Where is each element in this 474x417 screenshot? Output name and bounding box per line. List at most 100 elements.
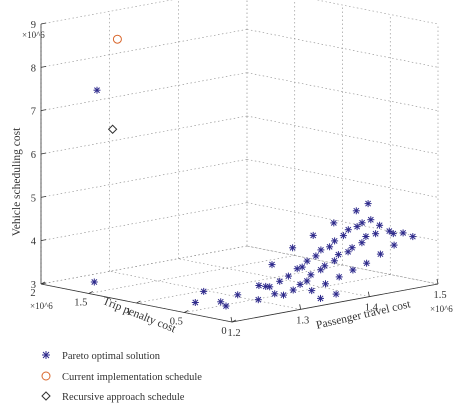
grid-line: [40, 115, 248, 155]
pareto-point: [330, 219, 338, 227]
pareto-point: [284, 272, 292, 280]
legend-marker-pareto: [42, 351, 50, 359]
x-tick-label: 1.2: [227, 328, 240, 339]
pareto-point: [385, 227, 393, 235]
y-tick-label: 0.5: [170, 317, 183, 328]
pareto-point: [90, 278, 98, 286]
pareto-point: [293, 265, 301, 273]
pareto-point: [399, 229, 407, 237]
pareto-point: [255, 282, 263, 289]
pareto-point: [289, 244, 297, 252]
pareto-point: [358, 219, 366, 227]
pareto-point: [317, 246, 325, 254]
pareto-point: [326, 243, 334, 251]
z-tick-label: 5: [31, 193, 36, 204]
z-tick-label: 7: [31, 107, 36, 118]
grid-line: [40, 29, 248, 68]
y-tick-label: 1: [126, 307, 131, 318]
grid-line: [40, 245, 248, 285]
pareto-point: [191, 299, 199, 306]
pareto-point: [349, 266, 357, 274]
y-tick-mark: [88, 291, 93, 294]
back-edge: [40, 0, 173, 25]
pareto-point: [372, 230, 380, 238]
x-tick-label: 1.4: [365, 303, 379, 314]
grid-line: [40, 202, 248, 241]
current-schedule-point: [112, 34, 122, 44]
pareto-point: [334, 251, 342, 259]
pareto-point: [409, 233, 417, 241]
x-tick-mark: [299, 304, 302, 310]
pareto-point: [312, 252, 320, 260]
pareto-point: [348, 244, 356, 252]
z-tick-label: 3: [31, 280, 36, 291]
y-tick-label: 1.5: [74, 298, 87, 309]
grid-line: [40, 0, 173, 25]
y-tick-mark: [231, 319, 237, 323]
pareto-point: [296, 280, 304, 288]
pareto-point: [332, 290, 340, 298]
pareto-point: [363, 259, 371, 267]
pareto-point: [376, 250, 384, 258]
x-axis-label: Passenger travel cost: [315, 298, 412, 332]
pareto-point: [200, 287, 208, 295]
z-tick-mark: [40, 109, 47, 112]
z-axis-label: Vehicle scheduling cost: [11, 127, 23, 236]
pareto-point: [234, 291, 242, 299]
y-tick-label: 2: [30, 288, 35, 299]
z-tick-label: 9: [31, 20, 36, 31]
pareto-point: [271, 290, 279, 298]
pareto-point: [268, 261, 276, 269]
pareto-point: [376, 221, 384, 229]
pareto-point: [331, 237, 339, 245]
z-tick-mark: [40, 195, 47, 198]
pareto-point: [266, 283, 274, 291]
z-axis-exponent: ×10^6: [22, 30, 45, 40]
pareto-point: [335, 273, 343, 281]
z-tick-mark: [40, 152, 47, 155]
pareto-point: [289, 286, 297, 294]
pareto-point: [321, 262, 329, 270]
pareto-point: [217, 298, 225, 306]
grid-line: [246, 115, 439, 155]
pareto-point: [367, 216, 375, 224]
x-tick-mark: [230, 316, 233, 323]
x-axis-line: [231, 283, 439, 323]
pareto-point: [254, 296, 262, 304]
pareto-point: [390, 241, 398, 249]
grid-line: [40, 159, 248, 198]
x-tick-mark: [436, 278, 439, 285]
legend-label-pareto: Pareto optimal solution: [62, 351, 161, 362]
grid-line: [246, 202, 439, 241]
z-tick-label: 6: [31, 150, 36, 161]
back-edge: [315, 0, 439, 25]
pareto-point: [308, 287, 316, 295]
tick-labels: 3 4 5 6 7 8 9 1.2 1.3 1.4 1.5 0 0.5 1 1.5 2: [30, 20, 446, 339]
pareto-point: [344, 226, 352, 234]
pareto-point: [364, 200, 372, 208]
pareto-point: [280, 291, 287, 299]
z-tick-label: 4: [31, 237, 37, 248]
pareto-point: [353, 223, 361, 231]
pareto-point: [303, 277, 311, 285]
legend-marker-recursive: [41, 391, 51, 401]
x-tick-label: 1.5: [433, 290, 446, 301]
grid-line: [88, 255, 295, 294]
pareto-point: [358, 239, 366, 247]
grid-lines: [40, 0, 439, 323]
y-tick-mark: [184, 310, 189, 313]
legend-label-current: Current implementation schedule: [62, 372, 202, 383]
y-tick-label: 0: [221, 326, 226, 337]
pareto-point: [352, 207, 360, 215]
legend-marker-current: [41, 371, 51, 381]
pareto-point: [93, 86, 101, 94]
pareto-point: [317, 266, 325, 274]
pareto-point: [307, 271, 315, 279]
grid-line: [40, 72, 248, 111]
pareto-point: [362, 233, 370, 240]
axes: [40, 0, 439, 323]
recursive-schedule-point: [107, 124, 118, 134]
y-axis-exponent: ×10^6: [30, 301, 53, 311]
legend-label-recursive: Recursive approach schedule: [62, 392, 185, 403]
